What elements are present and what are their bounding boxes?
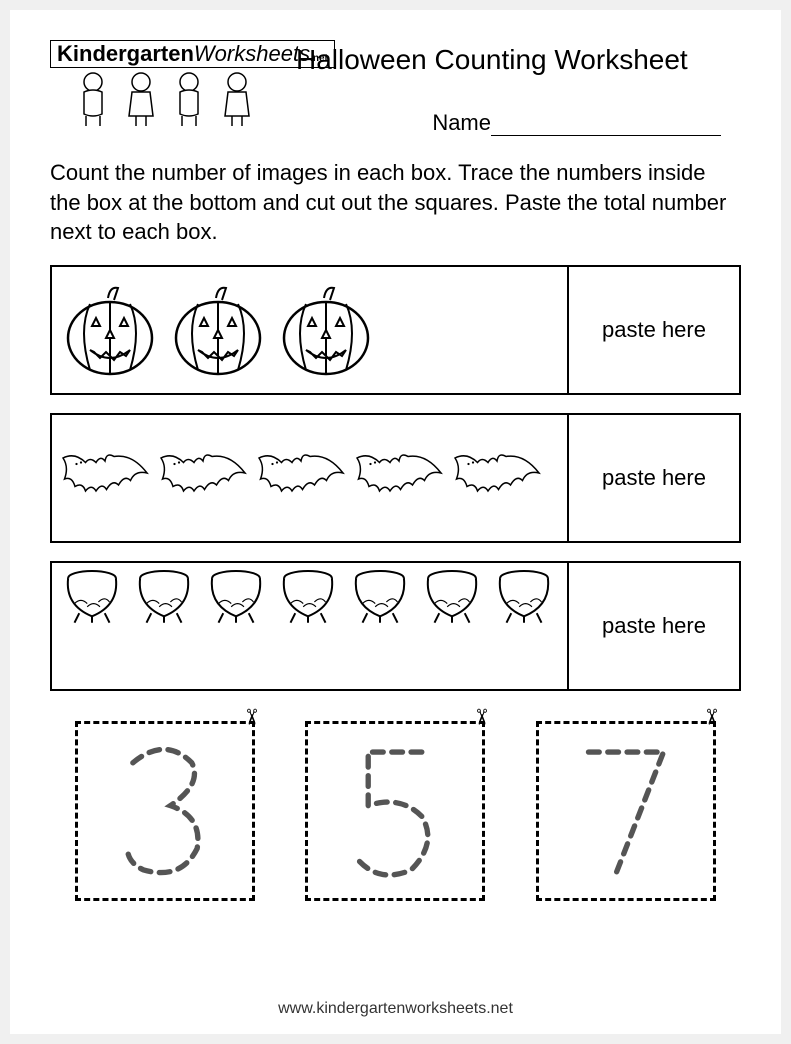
- trace-digit-3: [105, 736, 225, 886]
- worksheet-title: Halloween Counting Worksheet: [296, 44, 741, 76]
- trace-box-5[interactable]: ✂: [305, 721, 485, 901]
- cauldron-icon: [204, 567, 268, 626]
- bat-icon: [354, 449, 444, 508]
- worksheet-page: KindergartenWorksheets.net Halloween Cou…: [10, 10, 781, 1034]
- brand-main: Kindergarten: [57, 41, 194, 66]
- kids-illustration: [50, 70, 280, 128]
- name-label: Name: [432, 110, 491, 135]
- scissors-icon: ✂: [699, 708, 725, 726]
- name-line: Name: [296, 110, 741, 136]
- activity-row-bats: paste here: [50, 413, 741, 543]
- bat-icon: [60, 449, 150, 508]
- cauldron-icon: [348, 567, 412, 626]
- bat-icon: [256, 449, 346, 508]
- cauldron-icon: [132, 567, 196, 626]
- trace-box-3[interactable]: ✂: [75, 721, 255, 901]
- bat-icon: [158, 449, 248, 508]
- kid-icon: [71, 70, 115, 128]
- paste-cell[interactable]: paste here: [569, 563, 739, 689]
- trace-digit-5: [335, 736, 455, 886]
- bat-icon: [452, 449, 542, 508]
- cauldron-icon: [60, 567, 124, 626]
- paste-cell[interactable]: paste here: [569, 415, 739, 541]
- trace-numbers-row: ✂ ✂ ✂: [50, 721, 741, 901]
- cauldron-icon: [276, 567, 340, 626]
- trace-box-7[interactable]: ✂: [536, 721, 716, 901]
- cauldron-icon: [420, 567, 484, 626]
- title-block: Halloween Counting Worksheet Name: [296, 40, 741, 136]
- brand-text: KindergartenWorksheets.net: [50, 40, 335, 68]
- images-cell-cauldrons: [52, 563, 569, 689]
- images-cell-pumpkins: [52, 267, 569, 393]
- pumpkin-icon: [168, 280, 268, 380]
- activity-row-pumpkins: paste here: [50, 265, 741, 395]
- pumpkin-icon: [276, 280, 376, 380]
- instructions-text: Count the number of images in each box. …: [50, 158, 741, 247]
- footer-url: www.kindergartenworksheets.net: [10, 1000, 781, 1018]
- images-cell-bats: [52, 415, 569, 541]
- paste-cell[interactable]: paste here: [569, 267, 739, 393]
- brand-sub: Worksheets: [194, 41, 310, 66]
- header: KindergartenWorksheets.net Halloween Cou…: [50, 40, 741, 136]
- kid-icon: [119, 70, 163, 128]
- pumpkin-icon: [60, 280, 160, 380]
- activity-row-cauldrons: paste here: [50, 561, 741, 691]
- trace-digit-7: [566, 736, 686, 886]
- name-blank[interactable]: [491, 135, 721, 136]
- kid-icon: [215, 70, 259, 128]
- scissors-icon: ✂: [238, 708, 264, 726]
- scissors-icon: ✂: [468, 708, 494, 726]
- kid-icon: [167, 70, 211, 128]
- cauldron-icon: [492, 567, 556, 626]
- brand-logo: KindergartenWorksheets.net: [50, 40, 280, 128]
